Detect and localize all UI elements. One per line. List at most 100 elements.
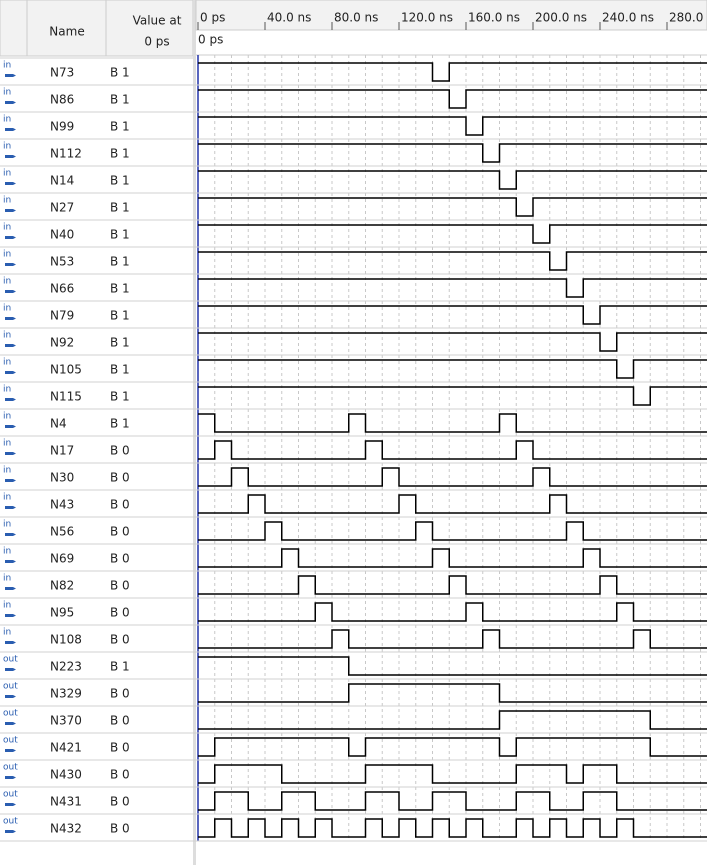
port-direction: in xyxy=(3,169,11,179)
port-icon xyxy=(5,74,16,77)
signal-name[interactable]: N69 xyxy=(50,552,74,566)
tick-label: 120.0 ns xyxy=(401,11,453,25)
port-direction: in xyxy=(3,61,11,71)
signal-name[interactable]: N86 xyxy=(50,93,74,107)
name-header xyxy=(0,0,194,57)
port-direction: in xyxy=(3,385,11,395)
signal-name[interactable]: N14 xyxy=(50,174,74,188)
signal-name[interactable]: N4 xyxy=(50,417,67,431)
signal-name[interactable]: N432 xyxy=(50,822,82,836)
waveform xyxy=(198,359,707,379)
signal-name[interactable]: N17 xyxy=(50,444,74,458)
port-icon xyxy=(5,722,16,725)
waveform xyxy=(198,251,707,271)
signal-value: B 0 xyxy=(110,795,130,809)
port-direction: in xyxy=(3,547,11,557)
tick-label: 160.0 ns xyxy=(468,11,520,25)
waveform xyxy=(198,332,707,352)
signal-name[interactable]: N329 xyxy=(50,687,82,701)
waveform xyxy=(198,440,707,460)
port-icon xyxy=(5,182,16,185)
signal-name[interactable]: N421 xyxy=(50,741,82,755)
port-direction: in xyxy=(3,142,11,152)
signal-name[interactable]: N223 xyxy=(50,660,82,674)
signal-value: B 0 xyxy=(110,498,130,512)
signal-name[interactable]: N79 xyxy=(50,309,74,323)
waveform xyxy=(198,467,707,487)
port-direction: out xyxy=(3,790,18,800)
signal-value: B 1 xyxy=(110,282,130,296)
waveform xyxy=(198,197,707,217)
signal-name[interactable]: N43 xyxy=(50,498,74,512)
port-direction: in xyxy=(3,628,11,638)
port-direction: out xyxy=(3,655,18,665)
port-direction: in xyxy=(3,88,11,98)
port-direction: out xyxy=(3,682,18,692)
cursor-label: 0 ps xyxy=(198,33,223,47)
tick-label: 0 ps xyxy=(200,11,225,25)
port-icon xyxy=(5,128,16,131)
signal-value: B 1 xyxy=(110,336,130,350)
signal-name[interactable]: N92 xyxy=(50,336,74,350)
port-direction: out xyxy=(3,763,18,773)
waveform xyxy=(198,62,707,82)
signal-name[interactable]: N112 xyxy=(50,147,82,161)
signal-name[interactable]: N53 xyxy=(50,255,74,269)
port-direction: in xyxy=(3,250,11,260)
port-icon xyxy=(5,425,16,428)
signal-value: B 0 xyxy=(110,444,130,458)
signal-name[interactable]: N30 xyxy=(50,471,74,485)
signal-value: B 1 xyxy=(110,417,130,431)
signal-value: B 1 xyxy=(110,93,130,107)
signal-value: B 0 xyxy=(110,606,130,620)
signal-name[interactable]: N82 xyxy=(50,579,74,593)
signal-name[interactable]: N56 xyxy=(50,525,74,539)
signal-value: B 1 xyxy=(110,66,130,80)
signal-name[interactable]: N40 xyxy=(50,228,74,242)
waveform xyxy=(198,386,707,406)
waveform xyxy=(198,575,707,595)
signal-name[interactable]: N115 xyxy=(50,390,82,404)
signal-name[interactable]: N95 xyxy=(50,606,74,620)
waveform xyxy=(198,278,707,298)
signal-name[interactable]: N73 xyxy=(50,66,74,80)
signal-name[interactable]: N430 xyxy=(50,768,82,782)
waveform xyxy=(198,305,707,325)
signal-value: B 0 xyxy=(110,471,130,485)
signal-value: B 1 xyxy=(110,363,130,377)
port-direction: in xyxy=(3,304,11,314)
tick-label: 40.0 ns xyxy=(267,11,311,25)
signal-value: B 0 xyxy=(110,714,130,728)
waveform xyxy=(198,818,707,838)
signal-name[interactable]: N27 xyxy=(50,201,74,215)
waveform xyxy=(198,413,707,433)
port-icon xyxy=(5,695,16,698)
waveform xyxy=(198,521,707,541)
signal-value: B 1 xyxy=(110,309,130,323)
port-direction: in xyxy=(3,223,11,233)
port-icon xyxy=(5,560,16,563)
signal-value: B 0 xyxy=(110,633,130,647)
tick-label: 240.0 ns xyxy=(602,11,654,25)
signal-name[interactable]: N66 xyxy=(50,282,74,296)
port-direction: in xyxy=(3,115,11,125)
port-direction: in xyxy=(3,358,11,368)
signal-name[interactable]: N108 xyxy=(50,633,82,647)
signal-value: B 1 xyxy=(110,660,130,674)
signal-value: B 0 xyxy=(110,768,130,782)
signal-name[interactable]: N99 xyxy=(50,120,74,134)
name-column-header: Name xyxy=(49,25,84,39)
port-icon xyxy=(5,101,16,104)
port-direction: in xyxy=(3,520,11,530)
signal-name[interactable]: N370 xyxy=(50,714,82,728)
port-direction: in xyxy=(3,601,11,611)
port-direction: out xyxy=(3,709,18,719)
signal-name[interactable]: N105 xyxy=(50,363,82,377)
signal-value: B 1 xyxy=(110,174,130,188)
splitter[interactable] xyxy=(193,0,196,865)
port-icon xyxy=(5,506,16,509)
port-icon xyxy=(5,803,16,806)
signal-name[interactable]: N431 xyxy=(50,795,82,809)
signal-value: B 0 xyxy=(110,822,130,836)
